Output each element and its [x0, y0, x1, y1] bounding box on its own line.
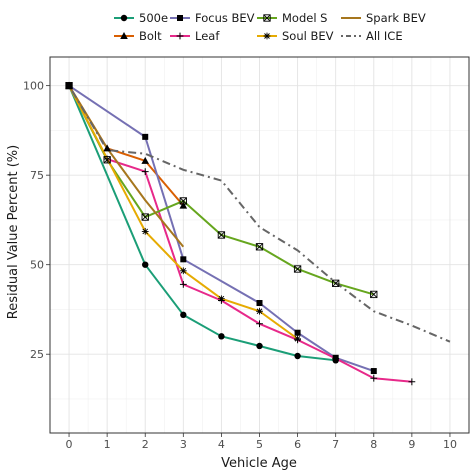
series-line-leaf: [68, 85, 412, 383]
data-point-soul-bev: [179, 267, 187, 275]
x-tick-label: 5: [256, 438, 263, 451]
data-point-leaf: [141, 168, 149, 175]
series-line-all-ice: [68, 85, 451, 343]
data-point-soul-bev: [65, 82, 73, 90]
data-point-soul-bev: [141, 227, 149, 235]
legend-label: Leaf: [195, 29, 220, 43]
data-point-leaf: [408, 378, 416, 386]
data-point-500e: [142, 261, 149, 268]
legend-key-marker: [120, 32, 128, 39]
y-tick-label: 75: [30, 169, 44, 182]
y-axis-title: Residual Value Percent (%): [6, 145, 21, 319]
data-point-model-s: [103, 156, 111, 164]
data-point-soul-bev: [294, 335, 301, 343]
data-point-model-s: [179, 197, 187, 205]
legend: 500e Focus BEV Model S Spark BEV Bolt Leaf Sou…: [114, 11, 426, 43]
x-tick-label: 7: [332, 438, 339, 451]
legend-item-bolt: Bolt: [114, 29, 162, 43]
x-axis-title: Vehicle Age: [221, 456, 297, 471]
data-point-soul-bev: [256, 307, 263, 315]
legend-item-leaf: Leaf: [170, 29, 220, 43]
data-point-model-s: [293, 265, 302, 273]
x-tick-label: 1: [104, 438, 111, 451]
legend-label: 500e: [139, 11, 168, 25]
data-point-focus-bev: [256, 300, 263, 307]
data-point-leaf: [332, 355, 340, 362]
legend-item-all-ice: All ICE: [341, 29, 403, 43]
legend-item-model-s: Model S: [257, 11, 327, 25]
data-point-focus-bev: [142, 133, 149, 140]
x-tick-label: 2: [142, 438, 149, 451]
legend-item-500e: 500e: [114, 11, 168, 25]
legend-item-focus-bev: Focus BEV: [170, 11, 255, 25]
data-point-500e: [180, 311, 187, 319]
legend-key-marker: [120, 14, 128, 22]
data-point-focus-bev: [294, 329, 301, 336]
legend-key-marker: [263, 32, 271, 40]
y-axis: 25 50 75 100: [23, 80, 50, 361]
y-tick-label: 100: [23, 80, 44, 93]
data-point-model-s: [255, 243, 264, 251]
data-point-model-s: [332, 279, 340, 287]
data-point-focus-bev: [370, 368, 377, 375]
data-point-leaf: [370, 374, 378, 382]
legend-key-marker: [177, 15, 183, 21]
data-point-leaf: [179, 280, 187, 288]
data-point-leaf: [256, 320, 263, 328]
legend-item-soul-bev: Soul BEV: [257, 29, 334, 43]
x-tick-label: 10: [443, 438, 457, 451]
x-tick-label: 9: [408, 438, 415, 451]
data-point-model-s: [141, 213, 149, 221]
series-line-soul-bev: [68, 85, 299, 340]
x-tick-label: 0: [66, 438, 73, 451]
legend-label: Spark BEV: [366, 11, 426, 25]
x-axis: 0 1 2 3 4 5 6 7 8 9 10: [66, 433, 457, 451]
legend-label: Soul BEV: [282, 29, 334, 43]
data-point-bolt: [141, 156, 150, 164]
legend-label: Bolt: [139, 29, 162, 43]
x-tick-label: 4: [218, 438, 225, 451]
y-tick-label: 25: [30, 348, 44, 361]
data-point-bolt: [179, 201, 188, 209]
legend-key-marker: [176, 32, 184, 40]
data-point-focus-bev: [180, 256, 187, 263]
data-point-model-s: [217, 231, 226, 239]
legend-label: Model S: [282, 11, 327, 25]
data-point-500e: [218, 333, 225, 340]
legend-key-marker: [263, 14, 271, 22]
x-tick-label: 8: [370, 438, 377, 451]
legend-label: All ICE: [366, 29, 403, 43]
x-tick-label: 6: [294, 438, 301, 451]
plot-panel: [49, 56, 470, 434]
data-point-model-s: [370, 290, 378, 299]
legend-label: Focus BEV: [195, 11, 255, 25]
data-point-soul-bev: [218, 295, 225, 303]
x-tick-label: 3: [180, 438, 187, 451]
data-point-500e: [294, 352, 301, 360]
legend-item-spark-bev: Spark BEV: [341, 11, 426, 25]
data-point-bolt: [103, 144, 111, 152]
data-point-500e: [256, 342, 263, 350]
y-tick-label: 50: [30, 259, 44, 272]
